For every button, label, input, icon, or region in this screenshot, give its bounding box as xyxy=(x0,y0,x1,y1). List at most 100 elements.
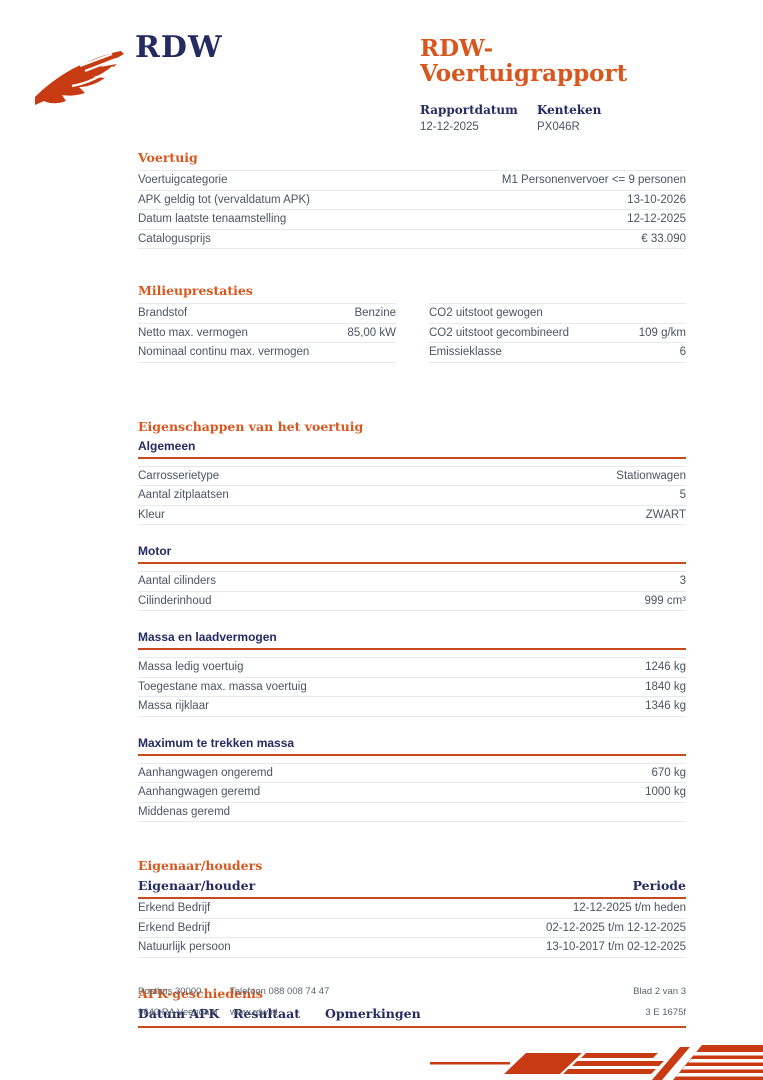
table-row: Aantal cilinders 3 xyxy=(138,572,686,592)
row-value: Benzine xyxy=(354,307,396,319)
report-date-value: 12-12-2025 xyxy=(420,120,479,133)
subsection-massa: Massa en laadvermogen Massa ledig voertu… xyxy=(138,630,686,717)
row-value: 109 g/km xyxy=(638,326,686,339)
section-apk-geschiedenis: APK-geschiedenis Datum APK Resultaat Opm… xyxy=(138,986,686,1028)
column-header: Datum APK xyxy=(138,1005,220,1021)
row-value: 6 xyxy=(679,346,686,358)
page-title: RDW-Voertuigrapport xyxy=(420,35,628,88)
row-label: Emissieklasse xyxy=(429,346,502,358)
row-value: 12-12-2025 t/m heden xyxy=(572,902,686,914)
row-value: 02-12-2025 t/m 12-12-2025 xyxy=(545,921,686,934)
wing-stripes-icon xyxy=(430,1045,763,1080)
table-row: Carrosserietype Stationwagen xyxy=(138,467,686,486)
table-row: Cilinderinhoud 999 cm³ xyxy=(138,592,686,611)
row-value: 13-10-2017 t/m 02-12-2025 xyxy=(545,941,686,953)
footer-doc-code: 3 E 1675f xyxy=(645,1007,686,1018)
table-row: Massa rijklaar 1346 kg xyxy=(138,697,686,717)
kenteken-label: Kenteken xyxy=(537,102,602,117)
row-label: Aantal cilinders xyxy=(138,575,216,587)
row-label: Nominaal continu max. vermogen xyxy=(138,346,310,358)
row-label: Middenas geremd xyxy=(138,805,231,818)
footer-phone: Telefoon 088 008 74 47 xyxy=(230,986,330,997)
section-heading: Eigenaar/houders xyxy=(138,858,263,873)
table-row: Brandstof Benzine CO2 uitstoot gewogen xyxy=(138,303,686,324)
table-row: Aanhangwagen ongeremd 670 kg xyxy=(138,764,686,783)
table-header-row: Eigenaar/houder Periode xyxy=(138,878,686,899)
row-value: 1246 kg xyxy=(645,661,686,673)
row-label: Cilinderinhoud xyxy=(138,594,212,607)
row-value: 1346 kg xyxy=(645,700,686,712)
footer-page-indicator: Blad 2 van 3 xyxy=(633,986,686,997)
section-heading: APK-geschiedenis xyxy=(138,985,263,1001)
rdw-wordmark: RDW xyxy=(135,30,223,65)
section-heading: Voertuig xyxy=(138,150,198,165)
table-row: Toegestane max. massa voertuig 1840 kg xyxy=(138,678,686,697)
table-row: Erkend Bedrijf 12-12-2025 t/m heden xyxy=(138,899,686,919)
footer-address-line1: Postbus 30000 xyxy=(138,986,202,997)
row-label: Erkend Bedrijf xyxy=(138,902,211,914)
row-value: 670 kg xyxy=(651,766,686,779)
section-milieuprestaties: Milieuprestaties Brandstof Benzine CO2 u… xyxy=(138,283,686,363)
table-row: Aantal zitplaatsen 5 xyxy=(138,486,686,506)
section-heading: Eigenschappen van het voertuig xyxy=(138,418,364,434)
row-label: CO2 uitstoot gecombineerd xyxy=(429,326,569,339)
table-row: APK geldig tot (vervaldatum APK) 13-10-2… xyxy=(138,191,686,210)
row-value: 13-10-2026 xyxy=(627,193,686,206)
row-value: 1000 kg xyxy=(645,786,686,798)
subsection-motor: Motor Aantal cilinders 3 Cilinderinhoud … xyxy=(138,544,686,611)
table-row: Voertuigcategorie M1 Personenvervoer <= … xyxy=(138,171,686,191)
row-label: Aantal zitplaatsen xyxy=(138,489,229,501)
row-value: 3 xyxy=(679,575,686,587)
bottom-wing-graphic xyxy=(430,1043,763,1080)
row-value: ZWART xyxy=(645,508,686,521)
report-body: Voertuig Voertuigcategorie M1 Personenve… xyxy=(138,150,686,1028)
row-value: M1 Personenvervoer <= 9 personen xyxy=(501,174,686,186)
report-header: RDW-Voertuigrapport Rapportdatum 12-12-2… xyxy=(420,36,690,133)
table-row: Natuurlijk persoon 13-10-2017 t/m 02-12-… xyxy=(138,938,686,958)
row-label: Massa rijklaar xyxy=(138,700,209,712)
footer-website: www.rdw.nl xyxy=(230,1007,278,1018)
row-value: 12-12-2025 xyxy=(627,213,686,225)
row-label: Natuurlijk persoon xyxy=(138,941,231,953)
section-eigenschappen: Eigenschappen van het voertuig Algemeen … xyxy=(138,418,686,822)
row-value: Stationwagen xyxy=(616,469,686,482)
row-label: Toegestane max. massa voertuig xyxy=(138,680,307,693)
report-date-block: Rapportdatum 12-12-2025 xyxy=(420,103,537,133)
row-value: 999 cm³ xyxy=(644,594,686,607)
row-label: Voertuigcategorie xyxy=(138,174,228,186)
row-label: Netto max. vermogen xyxy=(138,326,248,339)
table-row: Middenas geremd xyxy=(138,803,686,822)
row-label: Aanhangwagen geremd xyxy=(138,786,261,798)
report-date-label: Rapportdatum xyxy=(420,102,518,117)
section-voertuig: Voertuig Voertuigcategorie M1 Personenve… xyxy=(138,150,686,249)
subsection-heading: Algemeen xyxy=(138,439,686,459)
page-footer: Postbus 30000 Telefoon 088 008 74 47 Bla… xyxy=(138,986,686,1028)
row-label: Carrosserietype xyxy=(138,469,220,482)
table-row: Catalogusprijs € 33.090 xyxy=(138,230,686,249)
footer-address-line2: 9640 RA Veendam xyxy=(138,1007,218,1018)
table-row: Netto max. vermogen 85,00 kW CO2 uitstoo… xyxy=(138,324,686,343)
table-row: Massa ledig voertuig 1246 kg xyxy=(138,658,686,678)
row-value: 85,00 kW xyxy=(347,326,396,339)
table-row: Nominaal continu max. vermogen Emissiekl… xyxy=(138,343,686,363)
column-header: Eigenaar/houder xyxy=(138,878,256,893)
table-row: Erkend Bedrijf 02-12-2025 t/m 12-12-2025 xyxy=(138,919,686,938)
row-label: CO2 uitstoot gewogen xyxy=(429,307,543,319)
row-label: Erkend Bedrijf xyxy=(138,921,211,934)
row-label: Catalogusprijs xyxy=(138,232,211,245)
table-row: Kleur ZWART xyxy=(138,506,686,525)
row-label: APK geldig tot (vervaldatum APK) xyxy=(138,193,310,206)
table-header-row: Datum APK Resultaat Opmerkingen xyxy=(138,1006,686,1028)
kenteken-block: Kenteken PX046R xyxy=(537,103,601,133)
subsection-algemeen: Algemeen Carrosserietype Stationwagen Aa… xyxy=(138,439,686,525)
column-header: Opmerkingen xyxy=(325,1005,421,1021)
table-row: Datum laatste tenaamstelling 12-12-2025 xyxy=(138,210,686,230)
section-heading: Milieuprestaties xyxy=(138,283,253,298)
row-label: Datum laatste tenaamstelling xyxy=(138,213,287,225)
subsection-heading: Maximum te trekken massa xyxy=(138,736,686,756)
row-label: Kleur xyxy=(138,508,165,521)
subsection-heading: Motor xyxy=(138,544,686,564)
section-eigenaar-houders: Eigenaar/houders Eigenaar/houder Periode… xyxy=(138,858,686,958)
rdw-feather-icon xyxy=(35,51,124,105)
row-value: 1840 kg xyxy=(645,680,686,693)
